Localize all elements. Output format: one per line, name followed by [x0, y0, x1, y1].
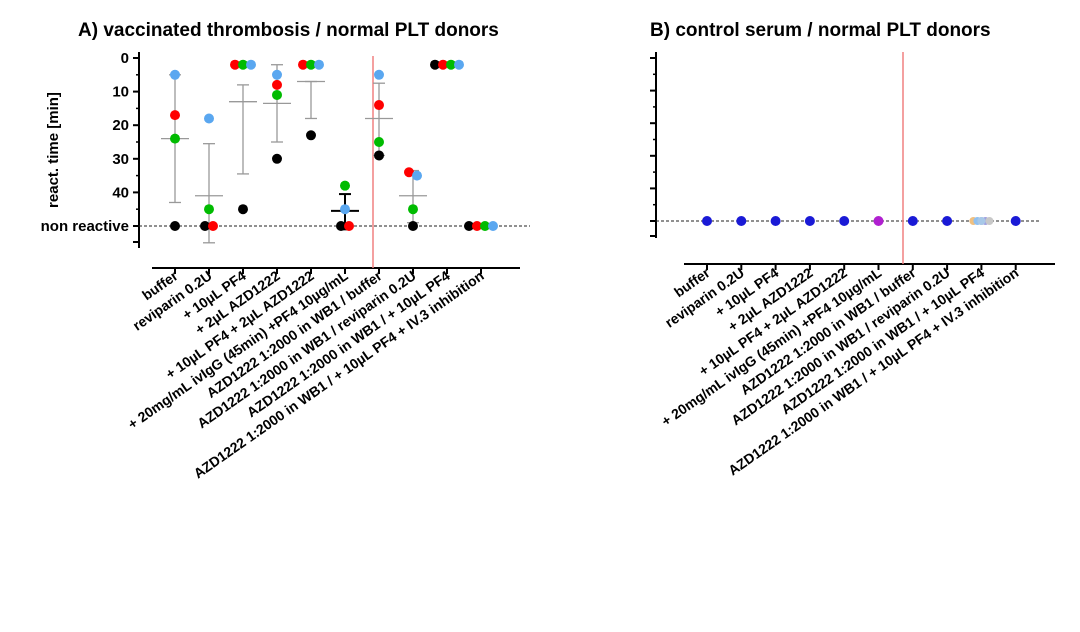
panel-a-data-point — [412, 170, 422, 181]
panel-a-data-point — [480, 221, 490, 231]
panel-a-data-point — [472, 221, 482, 231]
panel-a-data-point — [454, 59, 464, 70]
panel-b-data-point — [977, 217, 986, 225]
panel-a-y-tick-label: 40 — [112, 184, 129, 201]
panel-b-data-point — [804, 216, 815, 226]
panel-a-reference-lines — [139, 56, 530, 268]
panel-a-data-point — [230, 59, 240, 70]
panel-a-data-point — [170, 69, 180, 80]
panel-a-data-point — [404, 167, 414, 178]
panel-a-data-point — [238, 204, 248, 215]
panel-b-data-point — [1010, 216, 1021, 226]
panel-a-data-point — [170, 133, 180, 144]
panel-a-data-point — [272, 89, 282, 100]
panel-a-y-tick-label: 0 — [121, 50, 129, 67]
panel-a-data-point — [200, 221, 210, 231]
panel-b-data-point — [942, 216, 953, 226]
panel-b-reference-lines — [656, 52, 1040, 264]
panel-a-data-point — [306, 59, 316, 70]
panel-a-data-point — [306, 130, 316, 141]
panel-a-points — [170, 59, 498, 231]
panel-b-data-point — [873, 216, 884, 226]
panel-a-data-point — [446, 59, 456, 70]
panel-a-data-point — [374, 150, 384, 161]
panel-b-data-point — [839, 216, 850, 226]
panel-a-data-point — [430, 59, 440, 70]
panel-a-data-point — [314, 59, 324, 70]
panel-a-data-point — [408, 204, 418, 215]
panel-b-data-point — [985, 217, 994, 225]
panel-a-data-point — [272, 79, 282, 90]
panel-a-data-point — [336, 221, 346, 231]
panel-a-data-point — [374, 69, 384, 80]
panel-a-data-point — [344, 221, 354, 231]
panel-a-axes: 0 10 20 30 40 non reactive — [41, 50, 520, 274]
panel-a-data-point — [340, 180, 350, 191]
panel-a-data-point — [298, 59, 308, 70]
panel-a-data-point — [408, 221, 418, 231]
panel-a-non-reactive-label: non reactive — [41, 218, 129, 235]
panel-a-y-tick-label: 20 — [112, 117, 129, 134]
panel-a-y-axis-label: react. time [min] — [45, 92, 62, 208]
panel-b-axes — [650, 52, 1055, 270]
panel-a-data-point — [464, 221, 474, 231]
panel-a: A) vaccinated thrombosis / normal PLT do… — [41, 20, 530, 481]
panel-a-data-point — [272, 69, 282, 80]
panel-b: B) control serum / normal PLT donors buf… — [650, 20, 1055, 478]
panel-a-y-tick-label: 30 — [112, 151, 129, 168]
panel-a-data-point — [374, 100, 384, 111]
panel-a-error-bars — [161, 64, 495, 244]
panel-b-title: B) control serum / normal PLT donors — [650, 20, 991, 41]
panel-b-data-point — [770, 216, 781, 226]
panel-a-data-point — [238, 59, 248, 70]
panel-a-data-point — [272, 153, 282, 164]
panel-a-data-point — [438, 59, 448, 70]
panel-b-points — [702, 216, 1021, 226]
panel-b-data-point — [907, 216, 918, 226]
panel-a-data-point — [340, 204, 350, 215]
panel-a-data-point — [488, 221, 498, 231]
panel-a-title: A) vaccinated thrombosis / normal PLT do… — [78, 20, 499, 41]
panel-b-data-point — [736, 216, 747, 226]
panel-a-y-tick-label: 10 — [112, 84, 129, 101]
panel-a-data-point — [208, 221, 218, 231]
panel-a-data-point — [374, 137, 384, 147]
panel-a-data-point — [170, 110, 180, 121]
panel-a-data-point — [204, 113, 214, 124]
panel-a-data-point — [246, 59, 256, 70]
panel-a-data-point — [204, 204, 214, 215]
panel-b-data-point — [702, 216, 712, 226]
panel-a-data-point — [170, 221, 180, 231]
